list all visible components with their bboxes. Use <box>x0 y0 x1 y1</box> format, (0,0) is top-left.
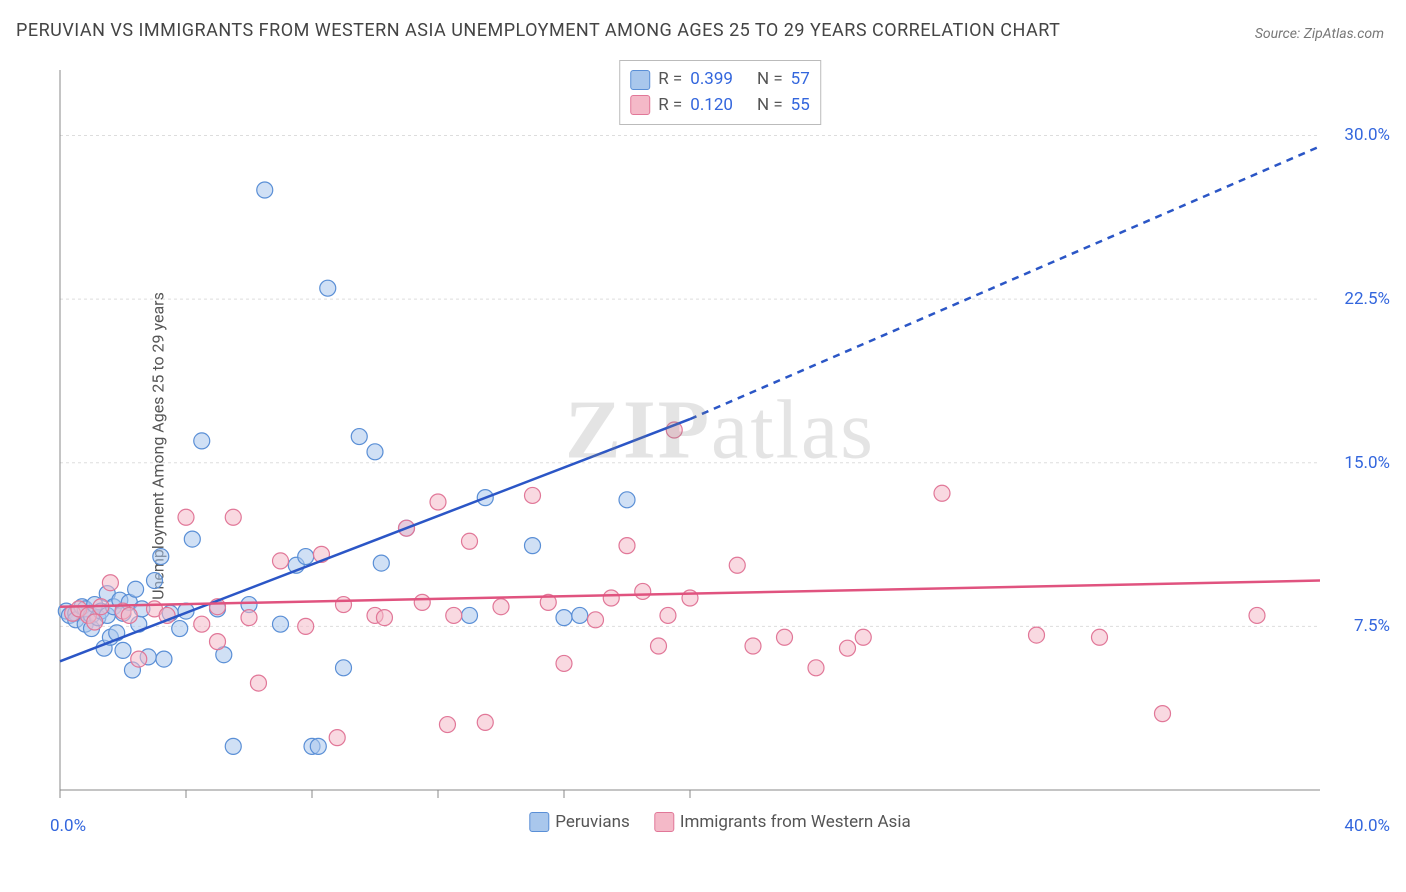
y-tick-label: 30.0% <box>1344 125 1390 145</box>
n-label: N = <box>757 93 783 119</box>
n-value: 55 <box>791 93 810 119</box>
legend-swatch <box>654 812 674 832</box>
r-label: R = <box>658 67 682 93</box>
y-tick-label: 22.5% <box>1344 289 1390 309</box>
y-tick-label: 7.5% <box>1354 616 1390 636</box>
chart-plot-area: ZIPatlas R =0.399N =57R =0.120N =55 Peru… <box>50 60 1390 830</box>
x-axis-max-label: 40.0% <box>1344 816 1390 836</box>
n-value: 57 <box>791 67 810 93</box>
legend-swatch <box>529 812 549 832</box>
stats-legend-row: R = 0.399 N = 57 <box>630 67 810 93</box>
legend-label: Peruvians <box>555 812 630 832</box>
stats-legend-row: R = 0.120 N = 55 <box>630 93 810 119</box>
chart-title: PERUVIAN VS IMMIGRANTS FROM WESTERN ASIA… <box>16 20 1060 41</box>
r-value: 0.120 <box>690 93 733 119</box>
legend-swatch <box>630 95 650 115</box>
n-label: N = <box>757 67 783 93</box>
legend-swatch <box>630 70 650 90</box>
series-legend: Peruvians Immigrants from Western Asia <box>529 812 910 832</box>
r-label: R = <box>658 93 682 119</box>
source-attribution: Source: ZipAtlas.com <box>1255 26 1384 42</box>
stats-legend: R = 0.399 N = 57 R = 0.120 N = 55 <box>619 60 821 125</box>
legend-item: Immigrants from Western Asia <box>654 812 911 832</box>
y-tick-label: 15.0% <box>1344 453 1390 473</box>
legend-label: Immigrants from Western Asia <box>680 812 911 832</box>
legend-item: Peruvians <box>529 812 630 832</box>
r-value: 0.399 <box>690 67 733 93</box>
x-axis-min-label: 0.0% <box>50 816 86 836</box>
scatter-chart-svg <box>50 60 1390 830</box>
